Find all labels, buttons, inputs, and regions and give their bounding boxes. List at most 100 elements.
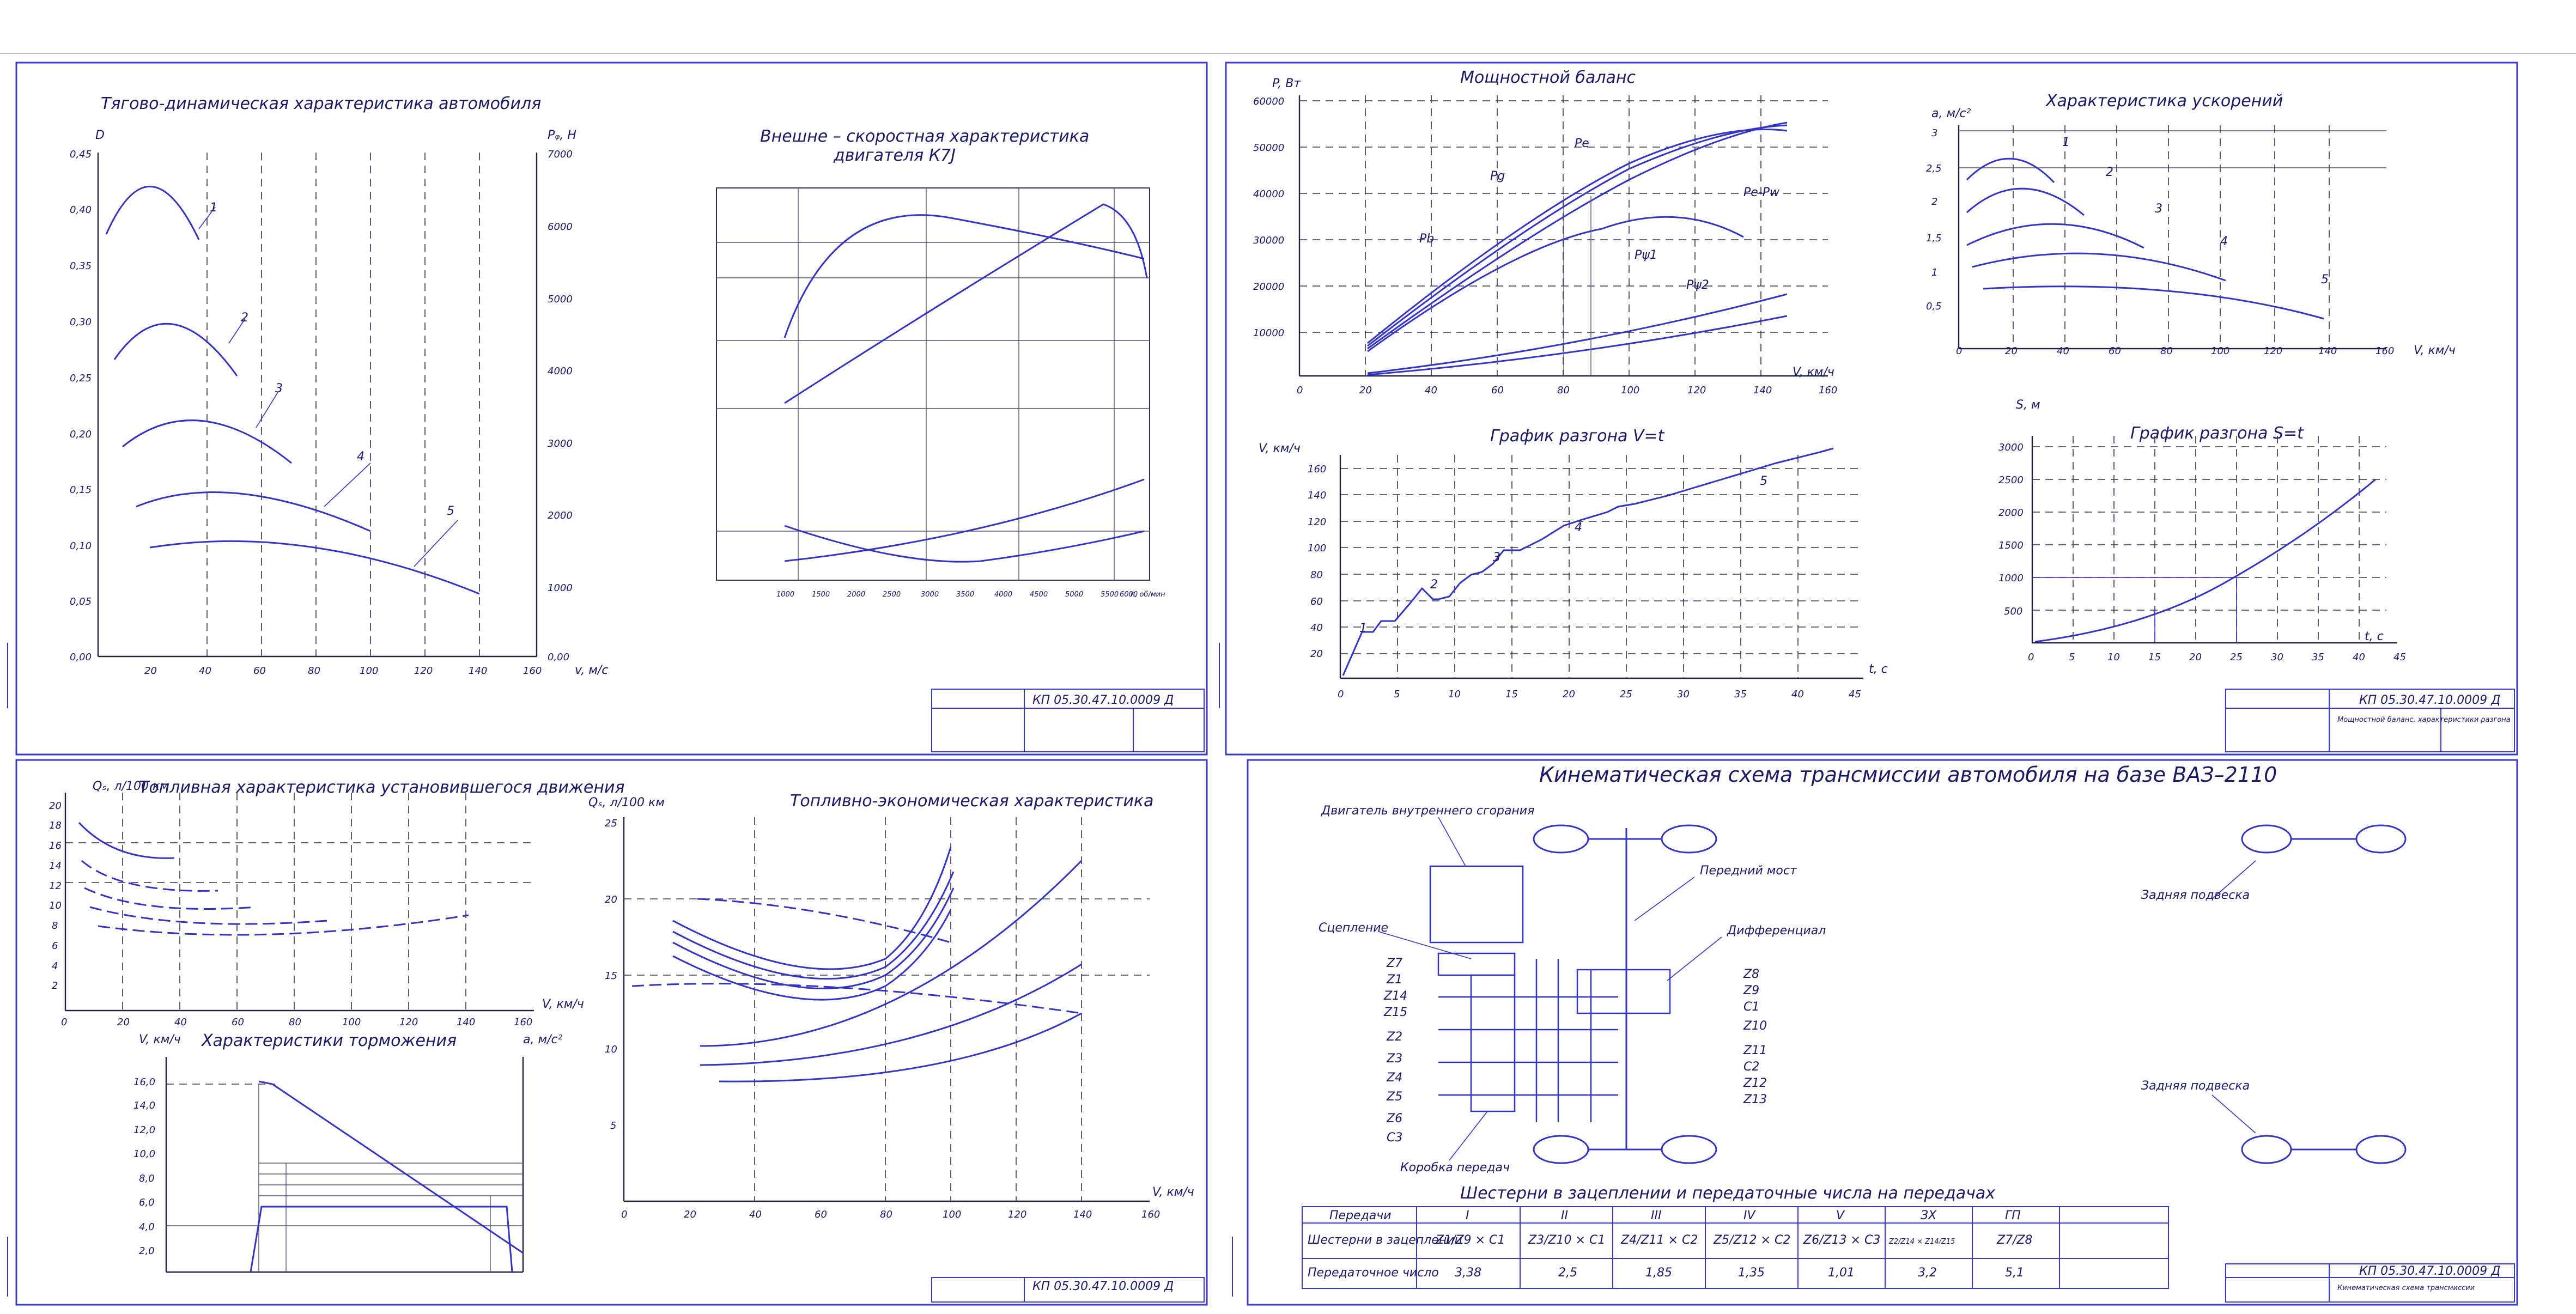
tick: 120 — [2264, 345, 2282, 357]
tick: 100 — [2211, 345, 2229, 357]
tick: 35 — [1734, 689, 1747, 700]
tick: 0,00 — [548, 652, 569, 663]
tick: 10 — [2107, 652, 2120, 663]
curve-label: 4 — [357, 450, 364, 464]
gear-mesh: Z1/Z9 × C1 — [1435, 1233, 1505, 1247]
sheet1-stamp-code: КП 05.30.47.10.0009 Д — [1032, 694, 1174, 707]
braking-title: Характеристики торможения — [201, 1031, 457, 1050]
fuel-econ-yticks: 5 10 15 20 25 — [605, 818, 617, 1132]
tick: 20 — [117, 1017, 130, 1028]
gear-col: ГП Z7/Z8 5,1 — [1996, 1209, 2033, 1280]
fuel-steady-ylabel: Qₛ, л/100 км — [93, 780, 169, 793]
gear-ratio: 5,1 — [2005, 1266, 2024, 1280]
tick: 100 — [360, 665, 378, 677]
power-label: Pψ1 — [1635, 248, 1657, 262]
tick: 10,0 — [133, 1148, 155, 1160]
accel-ylabel: a, м/с² — [1931, 107, 1971, 120]
tick: 20 — [605, 894, 617, 905]
fuel-steady-xlabel: V, км/ч — [542, 997, 584, 1011]
tick: 2,0 — [139, 1245, 155, 1257]
sheet-4: Кинематическая схема трансмиссии автомоб… — [1232, 759, 2518, 1306]
braking-ylabel-right: a, м/с² — [523, 1033, 563, 1047]
tick: 12 — [49, 880, 62, 892]
tick: 2000 — [1998, 507, 2024, 519]
tick: 7000 — [548, 149, 573, 160]
gear-label: Z11 — [1743, 1044, 1767, 1057]
callout-gearbox: Коробка передач — [1400, 1161, 1510, 1175]
speedup-v-xlabel: t, c — [1869, 662, 1888, 676]
curve-label: 1 — [2062, 136, 2070, 149]
tick: 10 — [49, 900, 62, 911]
sheet2-stamp-desc: Мощностной баланс, характеристики разгон… — [2337, 716, 2511, 724]
tick: 6000 — [548, 221, 573, 233]
gear-ratio: 1,35 — [1738, 1266, 1765, 1280]
braking-ylabel: V, км/ч — [139, 1033, 181, 1047]
tick: 20 — [1563, 689, 1575, 700]
traction-curve-1 — [105, 185, 200, 240]
tick: 20 — [1359, 385, 1372, 396]
kinematic-title: Кинематическая схема трансмиссии автомоб… — [1539, 763, 2277, 787]
curve-label: 4 — [1575, 521, 1582, 534]
power-label: Pψ2 — [1686, 278, 1709, 292]
fuel-econ-chart: Топливно-экономическая характеристика Qₛ… — [588, 792, 1194, 1220]
tick: 140 — [469, 665, 487, 677]
traction-curve-5 — [149, 540, 480, 595]
sheet-3: Топливная характеристика установившегося… — [7, 759, 1208, 1306]
accel-title: Характеристика ускорений — [2045, 92, 2283, 111]
fuel-econ-xticks: 0 20 40 60 80 100 120 140 160 — [621, 1209, 1160, 1220]
sheet2-stamp-code: КП 05.30.47.10.0009 Д — [2359, 694, 2500, 707]
gear-mesh: Z7/Z8 — [1996, 1233, 2033, 1247]
tick: 16,0 — [133, 1076, 155, 1088]
speedup-v-yticks: 20 40 60 80 100 120 140 160 — [1308, 464, 1326, 660]
gear-label: Z10 — [1743, 1019, 1767, 1033]
curve-label: 3 — [275, 382, 283, 396]
accel-xlabel: V, км/ч — [2414, 344, 2456, 357]
gear-label: Z13 — [1743, 1093, 1767, 1106]
tick: 60 — [232, 1017, 244, 1028]
tick: 15 — [605, 970, 617, 982]
callouts: Двигатель внутреннего сгорания Сцепление… — [1319, 804, 2256, 1175]
tick: 0,20 — [70, 429, 92, 440]
tick: 4 — [52, 960, 58, 972]
tick: 6,0 — [139, 1197, 155, 1208]
gear-table: Шестерни в зацеплении и передаточные чис… — [1302, 1184, 2169, 1289]
tick: 60 — [2109, 345, 2121, 357]
row-header: Передачи — [1329, 1209, 1392, 1222]
tick: 80 — [308, 665, 320, 677]
tick: 14 — [49, 860, 62, 872]
tick: 120 — [1308, 516, 1326, 528]
traction-xlabel: v, м/с — [575, 664, 608, 677]
tick: 5 — [610, 1120, 616, 1132]
engine-torque — [783, 214, 1145, 338]
accel-chart: Характеристика ускорений a, м/с² 0,5 1 1… — [1926, 92, 2456, 357]
tick: 20 — [144, 665, 157, 677]
speedup-v-labels: 1 2 3 4 5 — [1359, 474, 1767, 635]
power-xticks: 0 20 40 60 80 100 120 140 160 — [1297, 385, 1837, 396]
power-title: Мощностной баланс — [1460, 68, 1636, 87]
tick: 4000 — [548, 366, 573, 377]
tick: 30 — [2271, 652, 2283, 663]
tick: 1000 — [1998, 573, 2024, 584]
tick: 15 — [2148, 652, 2161, 663]
gear-label: Z1 — [1386, 973, 1402, 987]
tick: 160 — [1819, 385, 1837, 396]
gear-col: IV Z5/Z12 × C2 1,35 — [1713, 1209, 1790, 1280]
tick: 140 — [457, 1017, 475, 1028]
engine-xticks: 1000 1500 2000 2500 3000 3500 4000 4500 … — [776, 591, 1138, 599]
tick: 12,0 — [133, 1124, 155, 1136]
power-label: Pg — [1490, 169, 1505, 183]
tick: 0 — [621, 1209, 627, 1220]
tick: 80 — [289, 1017, 301, 1028]
gear-mesh: Z5/Z12 × C2 — [1713, 1233, 1790, 1247]
tick: 0 — [61, 1017, 67, 1028]
tick: 1,5 — [1926, 233, 1942, 244]
tick: 20 — [1310, 648, 1323, 660]
engine-title-1: Внешне – скоростная характеристика — [760, 127, 1089, 146]
tick: 2500 — [883, 591, 901, 599]
tick: 50000 — [1253, 142, 1284, 154]
tick: 20 — [2189, 652, 2202, 663]
gear-label: Z15 — [1383, 1006, 1407, 1019]
tick: 2000 — [548, 510, 573, 521]
tick: 18 — [49, 820, 62, 831]
gear-name: ЗХ — [1921, 1209, 1937, 1222]
